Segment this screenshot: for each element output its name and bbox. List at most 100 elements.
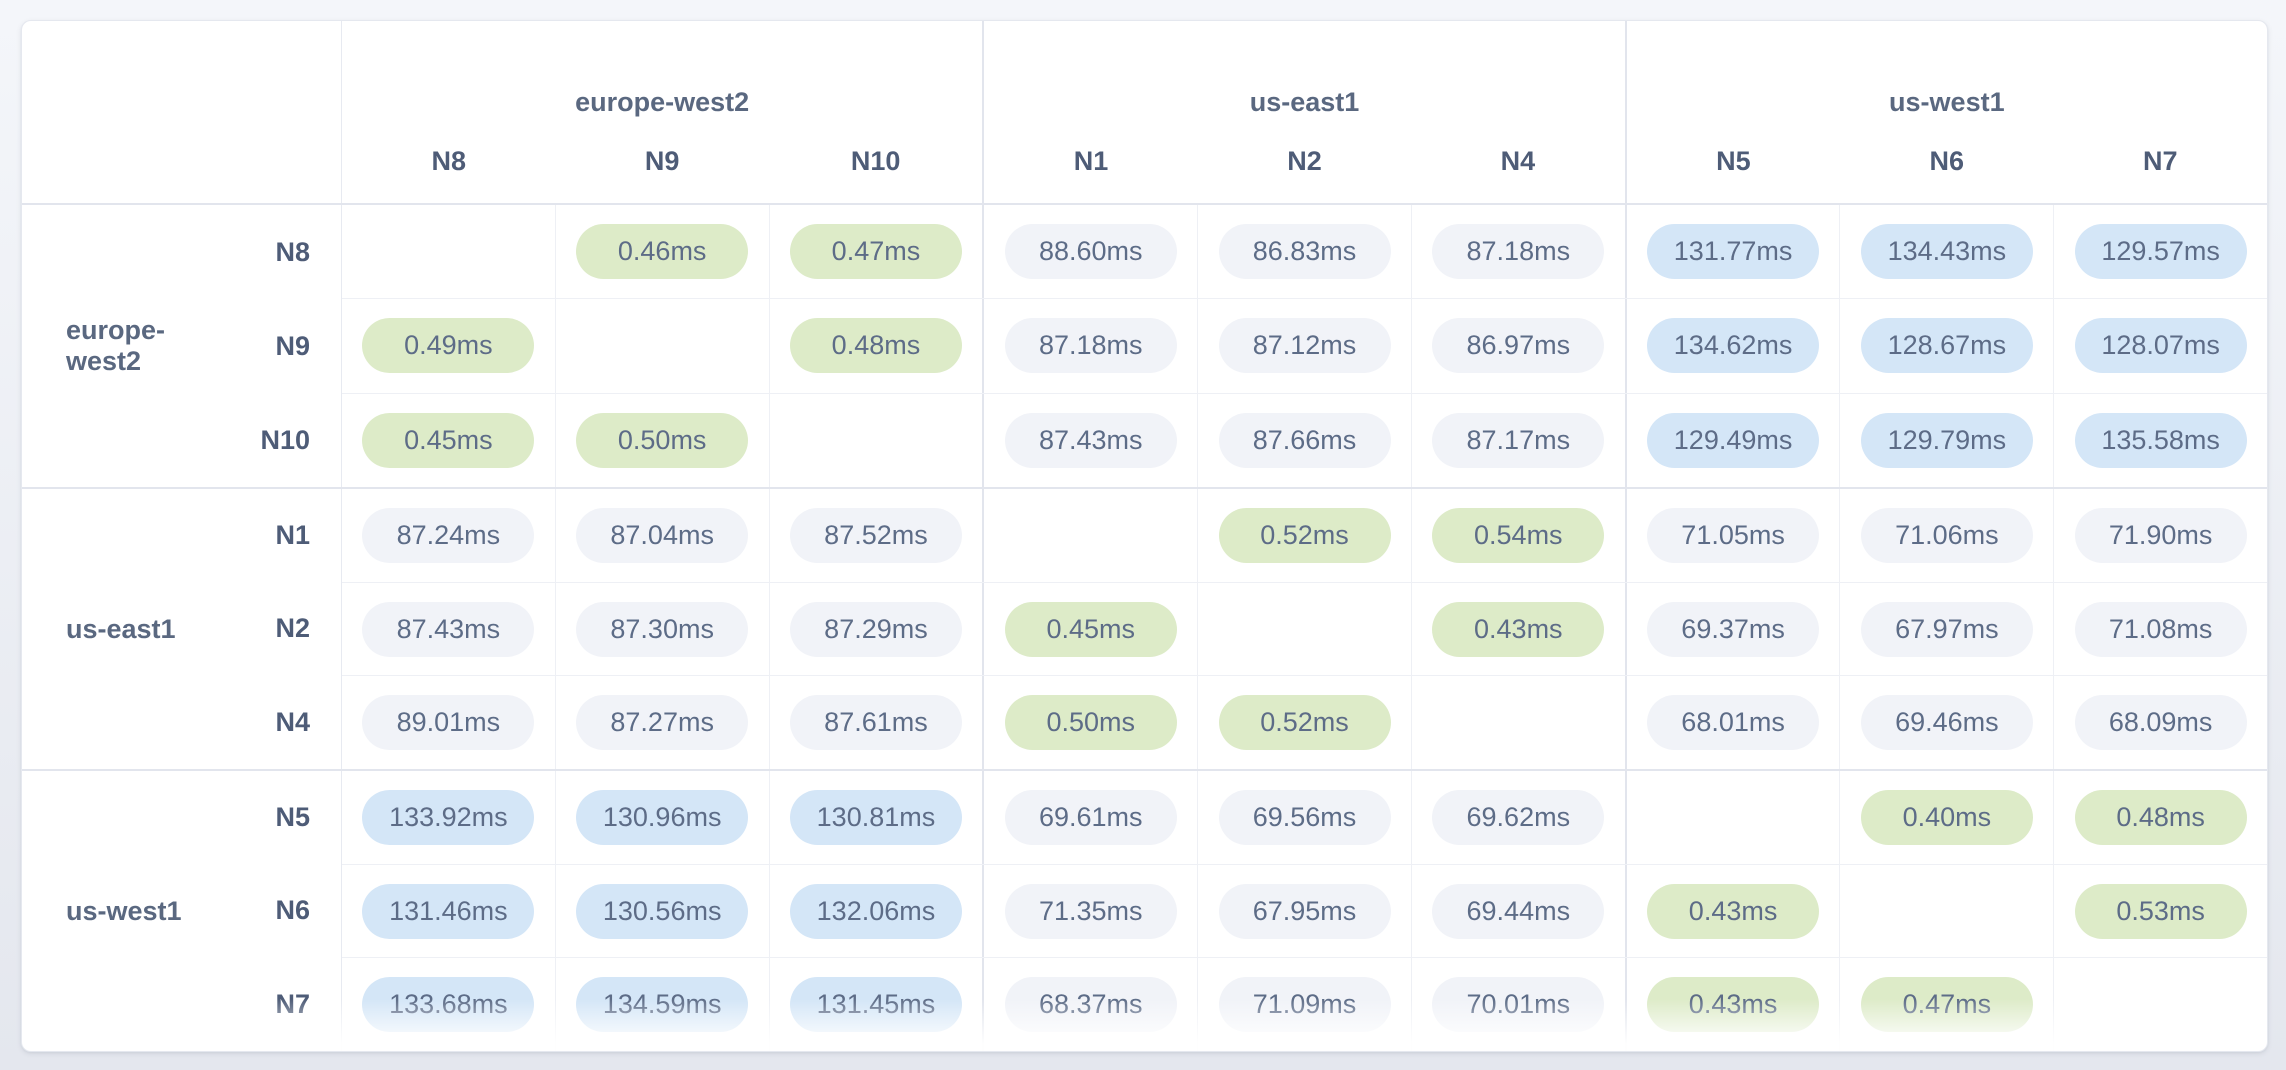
latency-pill: 70.01ms [1432,977,1605,1033]
matrix-row: 0.46ms 0.47ms 88.60ms 86.83ms 87.18ms 131.77m… [342,205,2267,299]
latency-pill: 71.06ms [1860,507,2033,563]
latency-pill: 130.56ms [576,883,749,939]
latency-cell: 135.58ms [2053,393,2267,487]
column-node-label: N2 [1287,146,1322,176]
latency-pill: 87.12ms [1218,318,1391,374]
row-node-label: N10 [260,424,310,455]
row-region-cell: europe-west2 [22,205,213,487]
latency-cell [1197,582,1411,676]
latency-cell: 0.47ms [768,205,983,299]
column-node-label: N8 [431,146,466,176]
row-label-area: us-west1 N5 N6 N7 [22,771,342,1051]
latency-pill: 88.60ms [1004,224,1177,280]
latency-pill: 133.92ms [362,789,535,845]
column-node-label: N7 [2142,146,2178,176]
latency-cell: 86.97ms [1410,299,1625,393]
latency-cell: 133.92ms [342,771,555,864]
latency-pill: 131.46ms [362,883,535,939]
latency-cell: 134.43ms [1839,205,2053,299]
latency-pill: 129.79ms [1860,412,2033,468]
row-node-label: N7 [275,988,310,1019]
latency-pill: 134.59ms [576,977,749,1033]
latency-pill: 86.83ms [1218,224,1391,280]
latency-cell: 133.68ms [342,958,555,1051]
latency-pill: 68.09ms [2074,695,2247,751]
latency-cell [982,489,1197,582]
latency-cell: 131.46ms [342,865,555,958]
latency-pill: 129.57ms [2074,224,2247,280]
latency-pill: 87.43ms [362,601,535,657]
row-region-cell: us-east1 [22,489,213,769]
latency-pill: 87.52ms [789,507,962,563]
matrix-row: 87.43ms 87.30ms 87.29ms 0.45ms 0.43ms 69.37ms… [342,581,2267,676]
latency-pill: 129.49ms [1647,412,1820,468]
latency-cell: 131.45ms [768,958,983,1051]
latency-pill: 87.29ms [789,601,962,657]
matrix-row: 87.24ms 87.04ms 87.52ms 0.52ms 0.54ms 71.05ms… [342,489,2267,582]
row-region-group: europe-west2 N8 N9 N10 0.46ms 0.47ms 88.60ms… [22,205,2267,487]
row-label-area: us-east1 N1 N2 N4 [22,489,342,769]
row-region-label: us-west1 [66,895,182,926]
column-node-label: N10 [850,146,901,176]
latency-cell: 0.48ms [2053,771,2267,864]
row-label-area: europe-west2 N8 N9 N10 [22,205,342,487]
latency-pill: 131.77ms [1647,224,1820,280]
column-region-group: us-east1 N1 N2 N4 [982,21,1624,203]
latency-cell: 0.43ms [1624,958,1840,1051]
column-region-label: us-east1 [1249,87,1360,117]
latency-pill: 0.48ms [789,318,962,374]
column-node-labels: N5 N6 N7 [1627,146,2267,177]
latency-cell: 0.52ms [1197,676,1411,770]
latency-matrix-card: europe-west2 N8 N9 N10 us-east1 N1 N2 N4 us-… [21,20,2268,1052]
column-node-labels: N8 N9 N10 [342,146,982,177]
latency-pill: 0.54ms [1432,507,1605,563]
row-region-label: us-east1 [66,613,176,644]
latency-pill: 87.18ms [1004,318,1177,374]
latency-pill: 134.43ms [1860,224,2033,280]
latency-cell: 129.49ms [1624,393,1840,487]
column-node-label: N9 [644,146,680,176]
latency-pill: 87.66ms [1218,412,1391,468]
latency-cell: 132.06ms [768,864,983,958]
latency-pill: 68.01ms [1647,695,1820,751]
latency-cell: 128.07ms [2053,299,2267,393]
latency-cell: 134.59ms [554,958,769,1051]
row-node-labels: N1 N2 N4 [213,489,341,769]
latency-pill: 69.62ms [1432,789,1605,845]
latency-cell [1410,676,1625,770]
matrix-row: 0.45ms 0.50ms 87.43ms 87.66ms 87.17ms 129.49m… [342,392,2267,487]
latency-pill: 0.47ms [1860,977,2033,1033]
latency-pill: 67.97ms [1860,601,2033,657]
matrix-row: 133.92ms 130.96ms 130.81ms 69.61ms 69.56ms 69… [342,771,2267,864]
latency-pill: 69.61ms [1004,789,1177,845]
latency-cell: 87.27ms [554,676,769,770]
latency-pill: 86.97ms [1432,318,1605,374]
latency-cell: 69.46ms [1839,676,2053,770]
matrix-body: europe-west2 N8 N9 N10 0.46ms 0.47ms 88.60ms… [22,205,2267,1051]
matrix-row: 131.46ms 130.56ms 132.06ms 71.35ms 67.95ms 69… [342,863,2267,958]
row-group-data: 133.92ms 130.96ms 130.81ms 69.61ms 69.56ms 69… [342,771,2267,1051]
column-node-label: N4 [1500,146,1536,176]
latency-cell: 87.18ms [982,299,1197,393]
latency-cell: 68.37ms [982,958,1197,1051]
latency-cell: 134.62ms [1624,299,1840,393]
latency-cell: 87.61ms [768,676,983,770]
latency-pill: 71.35ms [1004,883,1177,939]
latency-pill: 0.48ms [2074,789,2247,845]
row-group-data: 0.46ms 0.47ms 88.60ms 86.83ms 87.18ms 131.77m… [342,205,2267,487]
latency-cell: 0.45ms [342,394,555,487]
latency-pill: 71.08ms [2074,601,2247,657]
latency-cell: 87.29ms [768,582,983,676]
latency-cell: 71.08ms [2053,582,2267,676]
latency-cell: 0.43ms [1410,582,1625,676]
row-node-label: N1 [275,520,310,551]
column-region-label: us-west1 [1889,87,2005,117]
latency-pill: 0.46ms [576,224,749,280]
latency-cell: 0.52ms [1197,489,1411,582]
latency-pill: 0.50ms [576,412,749,468]
latency-cell: 0.46ms [554,205,769,299]
latency-pill: 133.68ms [362,977,535,1033]
latency-cell: 87.17ms [1410,393,1625,487]
latency-pill: 68.37ms [1004,977,1177,1033]
row-node-label: N4 [275,706,310,737]
